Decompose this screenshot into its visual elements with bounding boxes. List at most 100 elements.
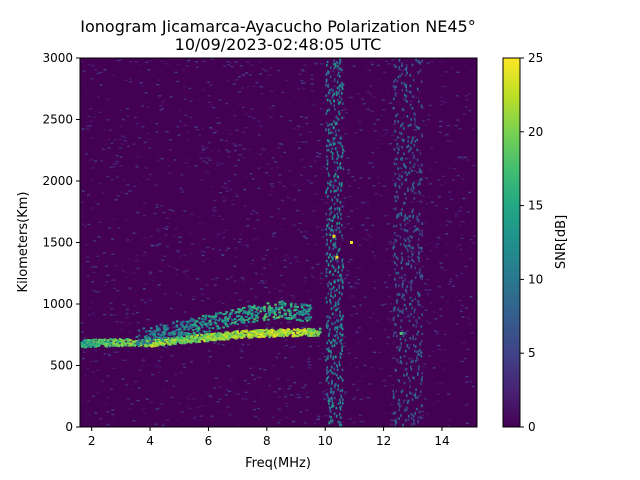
band-speck xyxy=(340,223,343,227)
noise-speck xyxy=(184,114,188,116)
noise-speck xyxy=(358,327,362,329)
noise-speck xyxy=(367,228,371,231)
band-speck xyxy=(330,150,332,154)
band-speck xyxy=(398,186,401,189)
noise-speck xyxy=(178,241,182,243)
noise-speck xyxy=(116,172,120,174)
trace-point xyxy=(248,305,251,307)
noise-speck xyxy=(320,63,324,65)
band-speck xyxy=(341,268,343,272)
band-speck xyxy=(399,310,401,313)
noise-speck xyxy=(135,355,139,358)
band-speck xyxy=(335,355,337,359)
trace-point xyxy=(223,338,226,341)
noise-speck xyxy=(301,327,305,329)
noise-speck xyxy=(228,133,232,135)
trace-point xyxy=(105,344,108,347)
noise-speck xyxy=(87,414,91,416)
noise-speck xyxy=(348,352,352,354)
noise-speck xyxy=(91,145,95,147)
noise-speck xyxy=(90,383,94,385)
trace-point xyxy=(207,322,210,324)
noise-speck xyxy=(416,200,420,202)
noise-speck xyxy=(260,280,264,282)
band-speck xyxy=(408,219,411,222)
noise-speck xyxy=(249,213,253,215)
noise-speck xyxy=(161,227,165,229)
noise-speck xyxy=(277,422,281,424)
band-speck xyxy=(339,421,342,424)
noise-speck xyxy=(240,74,244,76)
band-speck xyxy=(420,351,423,354)
noise-speck xyxy=(437,239,441,241)
trace-point xyxy=(270,311,273,314)
trace-point xyxy=(238,334,241,337)
noise-speck xyxy=(388,321,392,323)
band-speck xyxy=(331,198,333,202)
trace-point xyxy=(286,317,289,320)
noise-speck xyxy=(211,209,215,211)
band-speck xyxy=(337,216,339,219)
noise-speck xyxy=(277,396,281,398)
noise-speck xyxy=(221,344,225,346)
trace-point xyxy=(200,333,203,336)
noise-speck xyxy=(243,283,247,285)
noise-speck xyxy=(104,265,108,267)
noise-speck xyxy=(223,65,226,67)
band-speck xyxy=(392,389,394,393)
trace-point xyxy=(153,337,156,340)
noise-speck xyxy=(444,182,447,184)
noise-speck xyxy=(221,196,224,198)
band-speck xyxy=(397,271,400,275)
trace-point xyxy=(280,307,284,310)
band-speck xyxy=(341,81,343,85)
band-speck xyxy=(326,218,328,221)
noise-speck xyxy=(239,233,243,235)
band-speck xyxy=(410,264,412,267)
noise-speck xyxy=(279,238,283,240)
noise-speck xyxy=(103,415,107,417)
band-speck xyxy=(334,108,336,111)
noise-speck xyxy=(281,199,284,202)
noise-speck xyxy=(185,249,189,251)
band-speck xyxy=(402,139,405,143)
noise-speck xyxy=(330,119,334,122)
noise-speck xyxy=(198,134,202,136)
trace-point xyxy=(289,312,293,315)
noise-speck xyxy=(429,180,433,183)
noise-speck xyxy=(158,218,162,220)
noise-speck xyxy=(123,140,127,142)
band-speck xyxy=(403,293,405,297)
noise-speck xyxy=(236,424,240,426)
band-speck xyxy=(329,287,331,291)
noise-speck xyxy=(461,360,465,363)
band-speck xyxy=(420,80,423,83)
noise-speck xyxy=(342,183,346,185)
band-speck xyxy=(415,319,417,322)
band-speck xyxy=(401,175,403,178)
noise-speck xyxy=(136,178,140,181)
noise-speck xyxy=(194,140,198,142)
noise-speck xyxy=(130,172,134,174)
noise-speck xyxy=(81,325,85,327)
trace-point xyxy=(300,303,303,306)
noise-speck xyxy=(162,211,166,214)
trace-point xyxy=(171,339,174,341)
noise-speck xyxy=(354,357,358,359)
noise-speck xyxy=(240,295,244,298)
trace-point xyxy=(151,334,154,337)
trace-point xyxy=(188,326,191,329)
noise-speck xyxy=(91,64,95,67)
noise-speck xyxy=(340,363,344,366)
noise-speck xyxy=(235,79,239,81)
band-speck xyxy=(335,326,337,329)
noise-speck xyxy=(364,91,368,93)
band-speck xyxy=(332,247,335,251)
band-speck xyxy=(410,265,413,269)
noise-speck xyxy=(189,398,193,401)
noise-speck xyxy=(419,378,423,380)
noise-speck xyxy=(458,134,462,136)
band-speck xyxy=(416,358,419,361)
noise-speck xyxy=(214,259,218,262)
noise-speck xyxy=(342,150,346,153)
